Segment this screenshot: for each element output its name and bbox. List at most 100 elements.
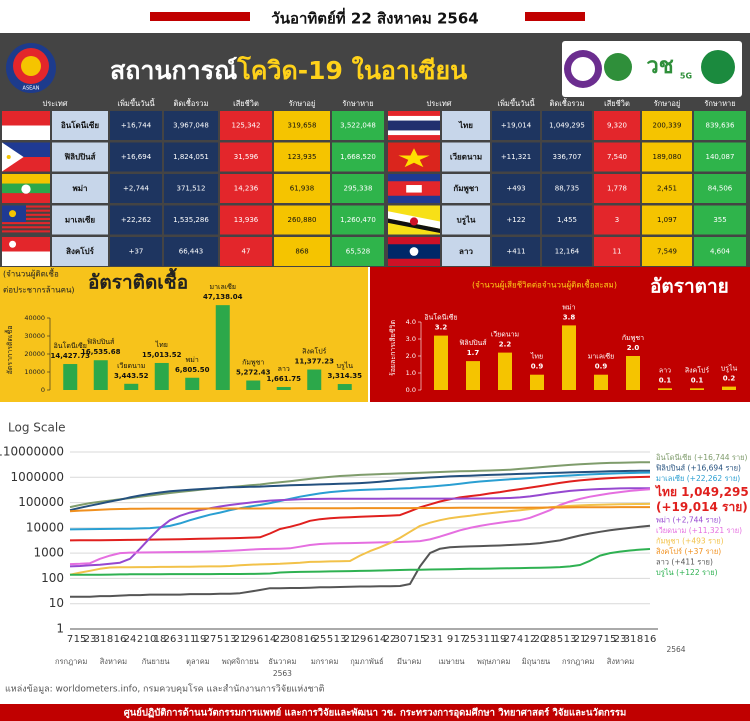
- deco-bar: [525, 12, 585, 21]
- cell-text: 1,535,286: [173, 216, 209, 224]
- table-cell: [642, 205, 692, 235]
- flag-part: [2, 226, 50, 229]
- cell-text: บรูไน: [457, 215, 476, 226]
- table-cell: [642, 111, 692, 140]
- table-cell: [332, 142, 384, 172]
- y-tick-label: 110000000: [0, 445, 64, 459]
- cell-text: 3,967,048: [173, 122, 209, 130]
- table-cell: [274, 205, 330, 235]
- table-cell: [542, 142, 592, 172]
- table-cell: [594, 237, 640, 266]
- column-header: เพิ่มขึ้นวันนี้: [117, 98, 155, 108]
- panel-bg: [0, 267, 368, 402]
- table-cell: [274, 142, 330, 172]
- x-tick-label: 21: [574, 634, 587, 645]
- table-cell: [642, 237, 692, 266]
- x-tick-label: 6: [257, 634, 263, 645]
- x-tick-label: 1: [437, 634, 443, 645]
- x-tick-label: 23: [614, 634, 627, 645]
- cell-text: 123,935: [288, 153, 317, 161]
- bar-category-label: สิงคโปร์: [685, 365, 710, 374]
- bar-value-label: 16,535.68: [81, 348, 121, 356]
- flag-part: [398, 148, 430, 168]
- x-tick-label: 25: [464, 634, 477, 645]
- bar-category-label: ลาว: [278, 365, 290, 373]
- flag: [2, 237, 50, 266]
- logo-text: ASEAN: [23, 86, 40, 92]
- bar-value-label: 0.1: [691, 376, 704, 384]
- logo-text: 5G: [680, 72, 692, 81]
- bar: [185, 377, 200, 390]
- table-cell: [52, 111, 108, 140]
- table-cell: [542, 237, 592, 266]
- bar-value-label: 6,805.50: [175, 366, 210, 374]
- cell-text: 1,455: [557, 216, 577, 224]
- chart-subtitle: (จำนวนผู้ติดเชื้อ: [3, 268, 59, 280]
- column-header: ติดเชื้อรวม: [173, 98, 208, 108]
- bar: [466, 361, 480, 390]
- x-tick-label: 15: [604, 634, 617, 645]
- cell-text: 84,506: [708, 185, 733, 193]
- bar: [498, 352, 512, 390]
- flag-part: [409, 217, 419, 226]
- x-tick-label: 22: [274, 634, 287, 645]
- cell-text: 88,735: [555, 185, 580, 193]
- cell-text: +16,744: [121, 122, 152, 130]
- x-tick-label: 11: [484, 634, 497, 645]
- x-tick-label: 5: [327, 634, 333, 645]
- page-title: สถานการณ์โควิด-19 ในอาเซียน: [110, 55, 467, 85]
- cell-text: 4,604: [710, 248, 731, 256]
- legend-label: ลาว (+411 ราย): [656, 558, 713, 567]
- flag-part: [2, 111, 50, 126]
- bar: [690, 388, 704, 390]
- bar-category-label: มาเลเซีย: [210, 283, 236, 291]
- flag-part: [9, 210, 17, 218]
- table-cell: [442, 142, 490, 172]
- y-tick-label: 100000: [18, 495, 64, 509]
- legend-label: พม่า (+2,744 ราย): [656, 516, 721, 525]
- legend-label: ไทย 1,049,295: [654, 484, 749, 499]
- cell-text: อินโดนีเซีย: [61, 120, 100, 130]
- cell-text: +11,321: [501, 153, 531, 161]
- series-line: [70, 548, 651, 576]
- y-tick-label: 2.0: [406, 352, 416, 360]
- x-tick-label: 3: [477, 634, 483, 645]
- x-tick-label: 24: [124, 634, 137, 645]
- flag-part: [2, 142, 24, 172]
- bar-category-label: ฟิลิปปินส์: [87, 338, 115, 346]
- bar-category-label: ฟิลิปปินส์: [459, 339, 487, 347]
- cell-text: 125,342: [232, 122, 261, 130]
- x-tick-label: 16: [644, 634, 657, 645]
- bar: [337, 384, 352, 390]
- chart-title: อัตราติดเชื้อ: [88, 268, 188, 294]
- bar: [434, 335, 448, 390]
- column-header: รักษาหาย: [342, 99, 373, 108]
- series-line: [69, 506, 650, 513]
- month-label: เมษายน: [438, 657, 464, 666]
- y-tick-label: 10000: [24, 368, 45, 376]
- cell-text: 7,549: [657, 248, 677, 256]
- chart-subtitle: (จำนวนผู้เสียชีวิตต่อจำนวนผู้ติดเชื้อสะส…: [472, 279, 617, 291]
- flag-part: [2, 174, 50, 184]
- table-cell: [164, 237, 218, 266]
- flag-part: [2, 237, 50, 252]
- cell-text: 260,880: [288, 216, 317, 224]
- column-header: ประเทศ: [42, 99, 67, 108]
- cell-text: 140,087: [706, 153, 735, 161]
- month-label: มิถุนายน: [522, 657, 550, 666]
- flag-part: [9, 240, 17, 248]
- bar-value-label: 3.8: [563, 313, 576, 321]
- x-tick-label: 30: [284, 634, 297, 645]
- cell-text: 1,668,520: [340, 153, 376, 161]
- series-line: [69, 471, 651, 531]
- column-header: เสียชีวิต: [233, 99, 259, 108]
- table-cell: [594, 111, 640, 140]
- flag: [2, 142, 50, 172]
- table-cell: [694, 237, 746, 266]
- table-cell: [442, 174, 490, 203]
- cell-text: 13,936: [234, 216, 259, 224]
- table-cell: [52, 174, 108, 203]
- x-tick-label: 7: [67, 634, 73, 645]
- table-cell: [642, 174, 692, 203]
- cell-text: 189,080: [653, 153, 682, 161]
